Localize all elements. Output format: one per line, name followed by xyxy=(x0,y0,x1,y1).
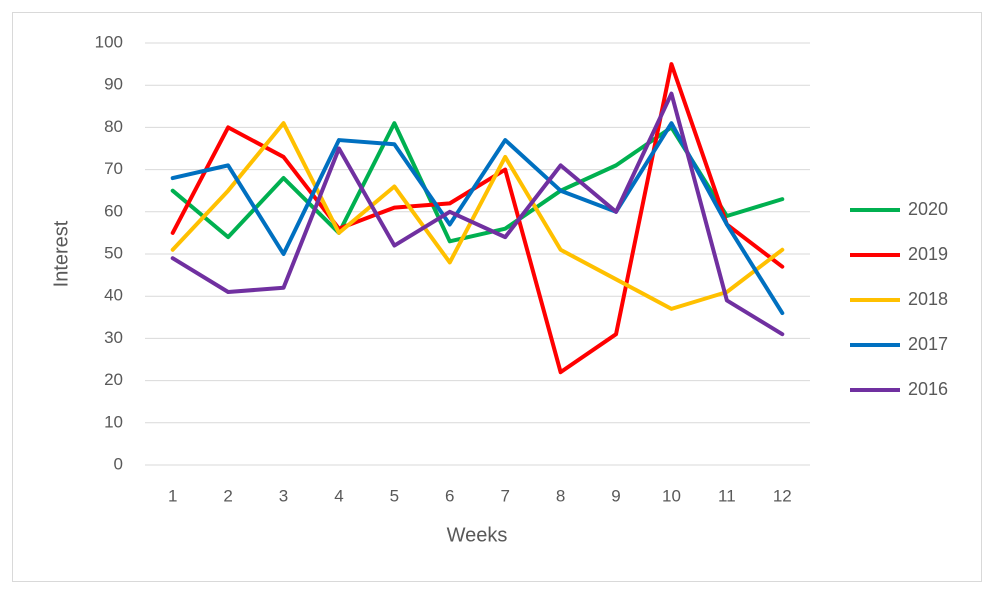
legend-text: 2019 xyxy=(908,244,948,264)
x-tick-label: 9 xyxy=(611,486,620,505)
y-tick-label: 30 xyxy=(104,328,123,347)
x-tick-label: 2 xyxy=(223,486,232,505)
y-tick-label: 40 xyxy=(104,286,123,305)
y-tick-label: 90 xyxy=(104,75,123,94)
x-tick-label: 1 xyxy=(168,486,177,505)
y-tick-label: 70 xyxy=(104,159,123,178)
y-tick-label: 80 xyxy=(104,117,123,136)
chart-frame xyxy=(12,12,982,582)
x-tick-label: 4 xyxy=(334,486,343,505)
y-tick-label: 100 xyxy=(95,32,123,51)
y-tick-label: 10 xyxy=(104,412,123,431)
legend-text: 2018 xyxy=(908,289,948,309)
data-line xyxy=(170,121,785,316)
data-line xyxy=(170,121,785,311)
legend-text: 2020 xyxy=(908,199,948,219)
x-tick-label: 8 xyxy=(556,486,565,505)
y-tick-label: 50 xyxy=(104,243,123,262)
y-tick-label: 20 xyxy=(104,370,123,389)
data-line xyxy=(170,62,785,375)
data-line xyxy=(170,91,785,337)
x-tick-label: 11 xyxy=(718,486,736,505)
x-tick-label: 6 xyxy=(445,486,454,505)
y-tick-label: 60 xyxy=(104,201,123,220)
x-tick-label: 7 xyxy=(500,486,509,505)
legend-text: 2016 xyxy=(908,379,948,399)
y-axis-title: Interest xyxy=(50,220,72,287)
legend-text: 2017 xyxy=(908,334,948,354)
y-tick-label: 0 xyxy=(114,454,123,473)
x-tick-label: 5 xyxy=(390,486,399,505)
x-tick-label: 10 xyxy=(662,486,681,505)
x-tick-label: 12 xyxy=(773,486,792,505)
x-axis-title: Weeks xyxy=(447,524,508,546)
x-tick-label: 3 xyxy=(279,486,288,505)
